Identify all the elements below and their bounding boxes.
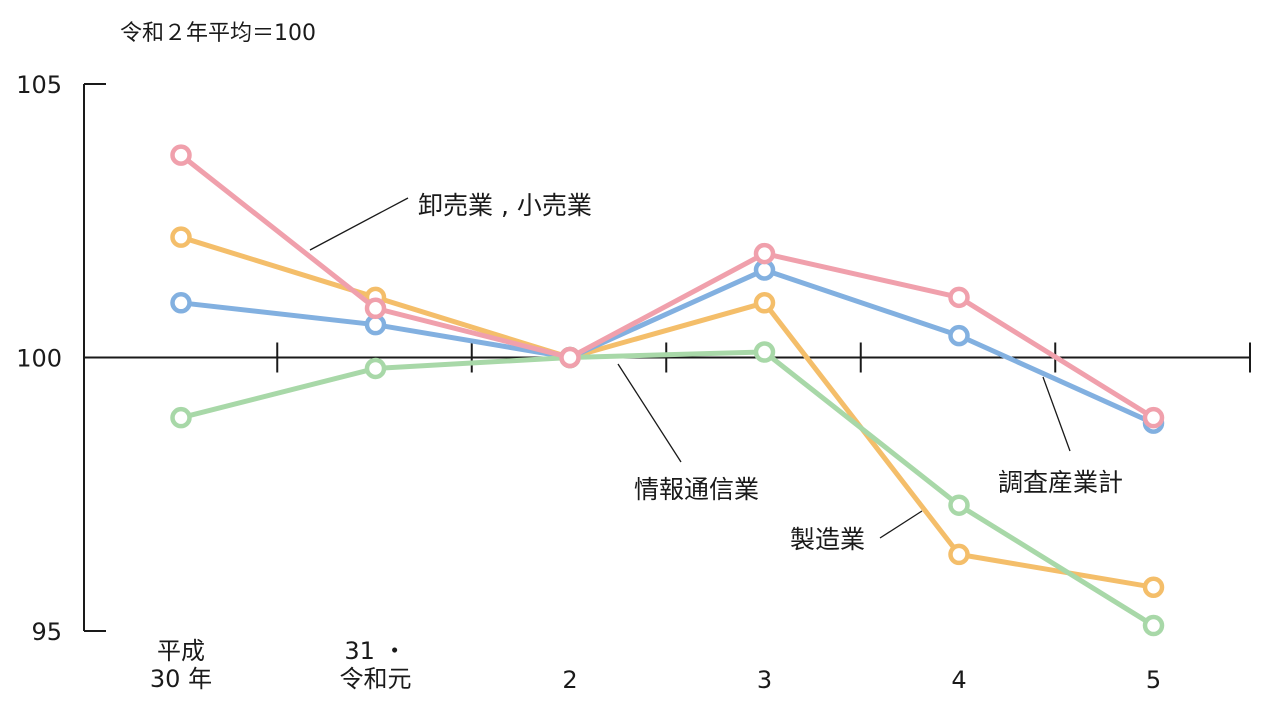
series-0 [170,226,1165,598]
label-leader-lines [309,197,1071,539]
series-line-3 [178,152,1156,421]
leader-line-3 [309,197,409,251]
data-point [1142,406,1165,429]
data-point [753,292,776,314]
data-point [559,346,581,369]
series-line-0 [178,234,1156,590]
x-tick-label: 平成 [157,637,205,665]
data-point [170,292,192,314]
x-tick-label: 4 [951,666,966,694]
data-point [948,543,970,566]
data-point [1142,614,1165,637]
x-tick-label: 3 [757,666,772,694]
series-label-0: 製造業 [790,525,865,554]
x-tick-label: 2 [562,666,577,694]
series-label-3: 卸売業 , 小売業 [418,191,592,220]
data-point [753,341,776,363]
series-labels: 製造業 調査産業計 情報通信業 卸売業 , 小売業 [418,191,1123,554]
data-point [170,406,192,429]
unit-label: 令和２年平均＝100 [120,21,316,46]
x-tick-label: 31 ・ [344,637,406,665]
data-point [948,286,970,309]
series-3 [170,144,1165,429]
series-label-2: 情報通信業 [634,475,759,504]
data-point [1142,576,1165,598]
leader-line-1 [1042,376,1071,452]
data-point [170,144,192,166]
data-point [948,324,970,347]
y-tick-label-100: 100 [16,345,62,373]
data-point [170,226,192,248]
data-point [948,494,970,516]
x-tick-label: 30 年 [150,665,212,693]
data-point [364,297,387,320]
series-line-1 [178,267,1156,426]
leader-line-2 [617,363,682,463]
data-point [753,242,776,265]
x-tick-label: 令和元 [340,665,412,693]
y-tick-label-95: 95 [31,618,62,646]
series-layer [170,144,1165,637]
data-point [364,357,387,380]
y-tick-label-105: 105 [16,71,62,99]
series-label-1: 調査産業計 [998,468,1123,497]
leader-line-0 [879,510,923,539]
x-tick-label: 5 [1146,666,1161,694]
series-line-2 [178,349,1156,628]
